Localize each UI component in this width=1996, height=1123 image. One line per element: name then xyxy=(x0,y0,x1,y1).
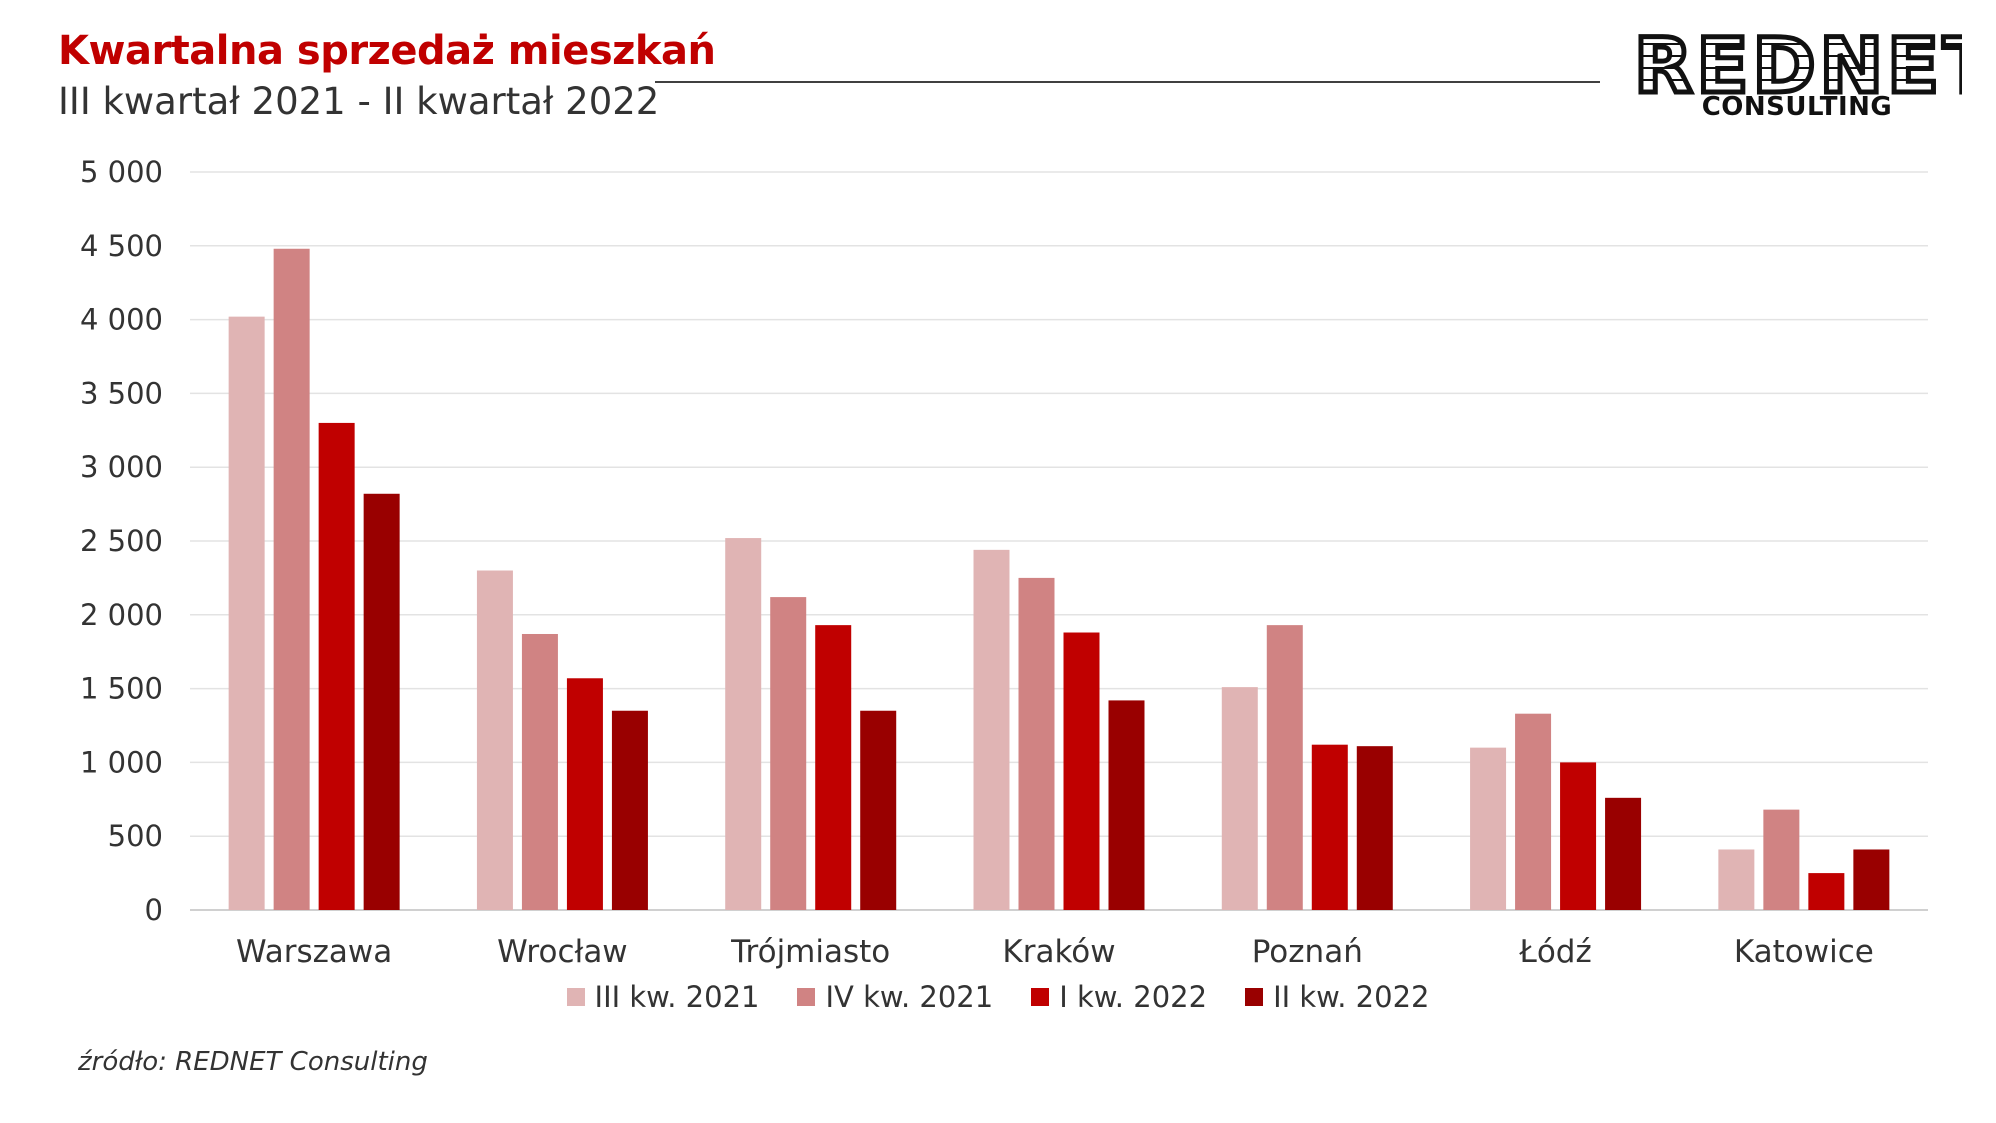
bar xyxy=(770,597,807,910)
y-tick-label: 2 000 xyxy=(80,598,163,632)
y-tick-label: 1 000 xyxy=(80,745,163,779)
y-tick-label: 1 500 xyxy=(80,672,163,706)
y-tick-label: 2 500 xyxy=(80,524,163,558)
gridlines xyxy=(190,171,1928,911)
bar xyxy=(611,710,648,910)
y-tick-label: 0 xyxy=(145,893,163,927)
bar xyxy=(566,678,603,910)
chart-subtitle: III kwartał 2021 - II kwartał 2022 xyxy=(58,80,660,123)
legend-swatch xyxy=(1245,988,1264,1006)
bar xyxy=(1718,849,1755,910)
chart-title: Kwartalna sprzedaż mieszkań xyxy=(58,28,716,74)
bars xyxy=(228,248,1890,910)
x-category-label: Wrocław xyxy=(497,934,628,970)
bar xyxy=(1221,687,1258,910)
bar xyxy=(1018,577,1055,910)
x-category-label: Trójmiasto xyxy=(730,934,890,970)
x-category-label: Poznań xyxy=(1252,934,1363,970)
bar xyxy=(973,549,1010,910)
legend-swatch xyxy=(566,988,585,1006)
y-tick-label: 5 000 xyxy=(80,155,163,189)
bar xyxy=(1470,747,1507,910)
header-divider xyxy=(655,81,1600,83)
logo-subtitle: CONSULTING xyxy=(1701,92,1893,122)
bar xyxy=(363,493,400,910)
bar xyxy=(725,538,762,910)
y-tick-label: 4 000 xyxy=(80,303,163,337)
bar xyxy=(273,248,310,910)
bar xyxy=(228,316,265,910)
x-category-label: Katowice xyxy=(1734,934,1874,970)
y-axis-ticks: 0 500 1 000 1 500 2 000 2 500 3 000 3 500 4 000 4… xyxy=(80,155,163,927)
bar xyxy=(318,422,355,910)
source-note: źródło: REDNET Consulting xyxy=(78,1047,428,1077)
legend-item: IV kw. 2021 xyxy=(797,980,993,1014)
bar xyxy=(476,570,513,910)
y-tick-label: 3 500 xyxy=(80,376,163,410)
bar xyxy=(1356,746,1393,910)
bar xyxy=(1763,809,1800,910)
bar xyxy=(521,633,558,910)
x-axis-labels: Warszawa Wrocław Trójmiasto Kraków Poznań Łód… xyxy=(236,934,1874,970)
bar xyxy=(1311,744,1348,910)
bar xyxy=(1063,632,1100,910)
legend-item: III kw. 2021 xyxy=(566,980,760,1014)
legend-label: III kw. 2021 xyxy=(594,980,760,1014)
bar xyxy=(1853,849,1890,910)
bar xyxy=(815,625,852,910)
rednet-logo: REDNET REDNET xyxy=(1632,22,1962,113)
legend-swatch xyxy=(797,988,816,1006)
x-category-label: Kraków xyxy=(1002,934,1115,970)
x-category-label: Warszawa xyxy=(236,934,392,970)
y-tick-label: 3 000 xyxy=(80,450,163,484)
bar xyxy=(1808,873,1845,910)
legend-item: I kw. 2022 xyxy=(1031,980,1207,1014)
legend-swatch xyxy=(1031,988,1050,1006)
x-category-label: Łódź xyxy=(1518,934,1591,970)
legend-label: IV kw. 2021 xyxy=(825,980,994,1014)
bar xyxy=(1108,700,1145,910)
legend-label: II kw. 2022 xyxy=(1273,980,1430,1014)
bar xyxy=(1605,797,1642,910)
bar xyxy=(1515,713,1552,910)
legend-label: I kw. 2022 xyxy=(1059,980,1208,1014)
bar xyxy=(860,710,897,910)
legend: III kw. 2021 IV kw. 2021 I kw. 2022 II kw. … xyxy=(0,980,1996,1014)
y-tick-label: 4 500 xyxy=(80,229,163,263)
bar xyxy=(1560,762,1597,910)
y-tick-label: 500 xyxy=(108,819,163,853)
legend-item: II kw. 2022 xyxy=(1245,980,1429,1014)
bar xyxy=(1266,625,1303,910)
